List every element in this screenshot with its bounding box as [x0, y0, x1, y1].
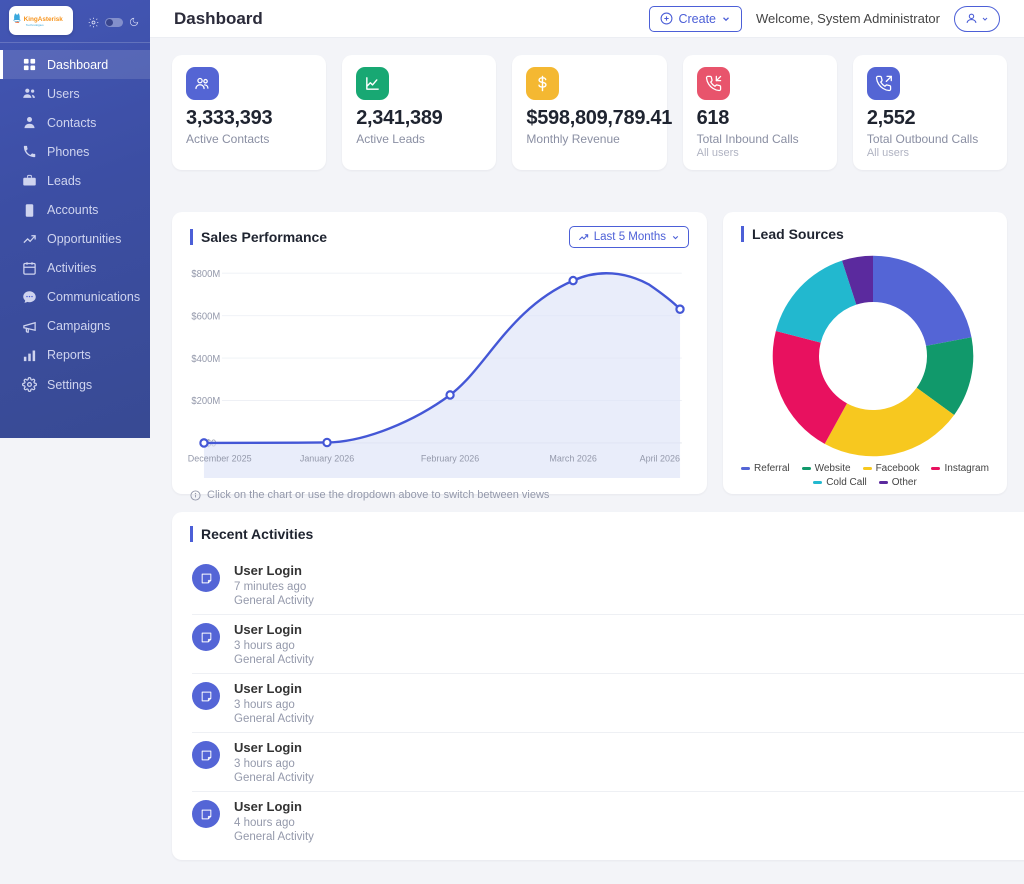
svg-text:February 2026: February 2026 [421, 453, 479, 463]
svg-text:$600M: $600M [191, 311, 220, 322]
svg-text:April 2026: April 2026 [640, 453, 680, 463]
svg-text:March 2026: March 2026 [549, 453, 596, 463]
svg-text:KingAsterisk: KingAsterisk [24, 16, 64, 23]
svg-text:$800M: $800M [191, 269, 220, 280]
svg-text:Technologies: Technologies [26, 23, 44, 27]
svg-text:$400M: $400M [191, 354, 220, 365]
svg-text:December 2025: December 2025 [188, 453, 252, 463]
svg-text:January 2026: January 2026 [300, 453, 354, 463]
svg-text:$200M: $200M [191, 396, 220, 407]
